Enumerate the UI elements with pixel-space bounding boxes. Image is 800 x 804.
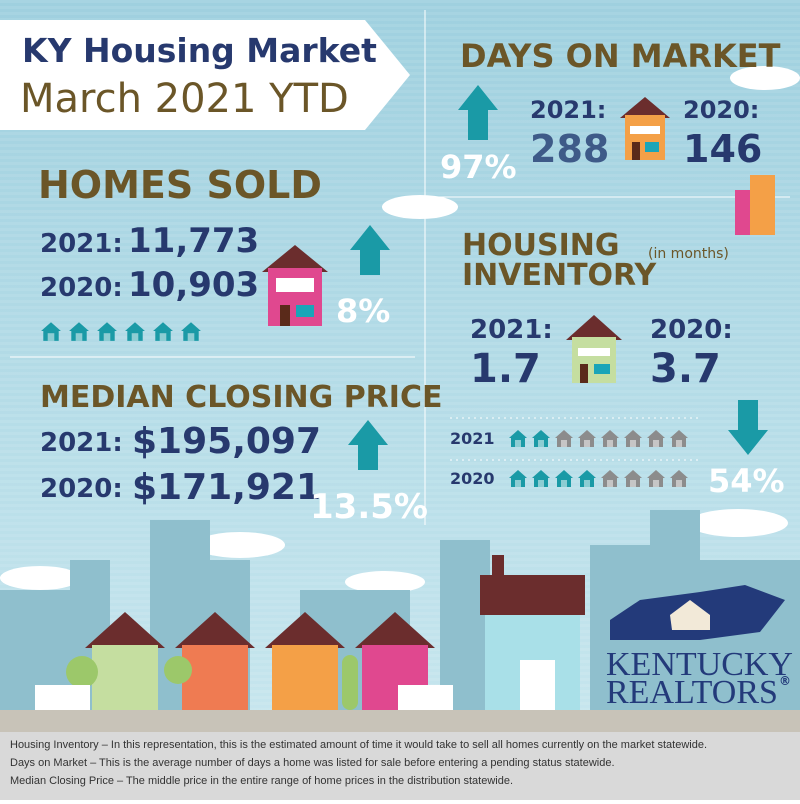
change: 97%	[440, 148, 517, 186]
year-label: 2020:	[40, 474, 123, 504]
footer	[0, 732, 800, 800]
section-heading: HOUSING	[462, 228, 619, 263]
year-label: 2021:	[40, 428, 123, 458]
change: 8%	[336, 292, 390, 330]
up-arrow	[458, 85, 498, 140]
value: $171,921	[132, 467, 321, 508]
section-heading: DAYS ON MARKET	[460, 37, 781, 75]
ground	[0, 710, 800, 732]
logo-text: KENTUCKY	[606, 646, 793, 683]
value: 10,903	[128, 265, 259, 305]
row-label: 2020	[450, 469, 495, 488]
title: KY Housing Market	[22, 31, 377, 70]
value: 146	[683, 127, 762, 171]
clouds	[0, 66, 800, 593]
value: 11,773	[128, 221, 259, 261]
footnote: Housing Inventory – In this representati…	[10, 739, 707, 751]
logo-mark: ®	[779, 674, 791, 688]
street-houses	[35, 555, 585, 710]
down-arrow	[728, 400, 768, 455]
subtitle: March 2021 YTD	[20, 76, 349, 122]
change: 13.5%	[310, 487, 428, 527]
year-label: 2021:	[470, 315, 553, 345]
footnote: Median Closing Price – The middle price …	[10, 775, 513, 787]
note: (in months)	[648, 246, 729, 262]
up-arrow	[350, 225, 390, 275]
row-label: 2021	[450, 429, 495, 448]
buildings	[735, 175, 775, 235]
year-label: 2021:	[40, 229, 123, 259]
year-label: 2020:	[650, 315, 733, 345]
value: 1.7	[470, 346, 541, 392]
logo: KENTUCKY REALTORS ®	[606, 585, 793, 711]
value: 3.7	[650, 346, 721, 392]
section-heading: INVENTORY	[462, 258, 658, 293]
section-heading: HOMES SOLD	[38, 163, 322, 207]
value: $195,097	[132, 421, 321, 462]
year-label: 2021:	[530, 96, 606, 124]
year-label: 2020:	[40, 273, 123, 303]
value: 288	[530, 127, 609, 171]
section-heading: MEDIAN CLOSING PRICE	[40, 380, 442, 415]
house-icon	[620, 97, 670, 160]
house-icon	[566, 315, 622, 383]
year-label: 2020:	[683, 96, 759, 124]
house-icon	[262, 245, 328, 326]
up-arrow	[348, 420, 388, 470]
change: 54%	[708, 462, 785, 500]
logo-text: REALTORS	[606, 674, 778, 711]
title-banner	[0, 20, 410, 130]
footnote: Days on Market – This is the average num…	[10, 757, 615, 769]
